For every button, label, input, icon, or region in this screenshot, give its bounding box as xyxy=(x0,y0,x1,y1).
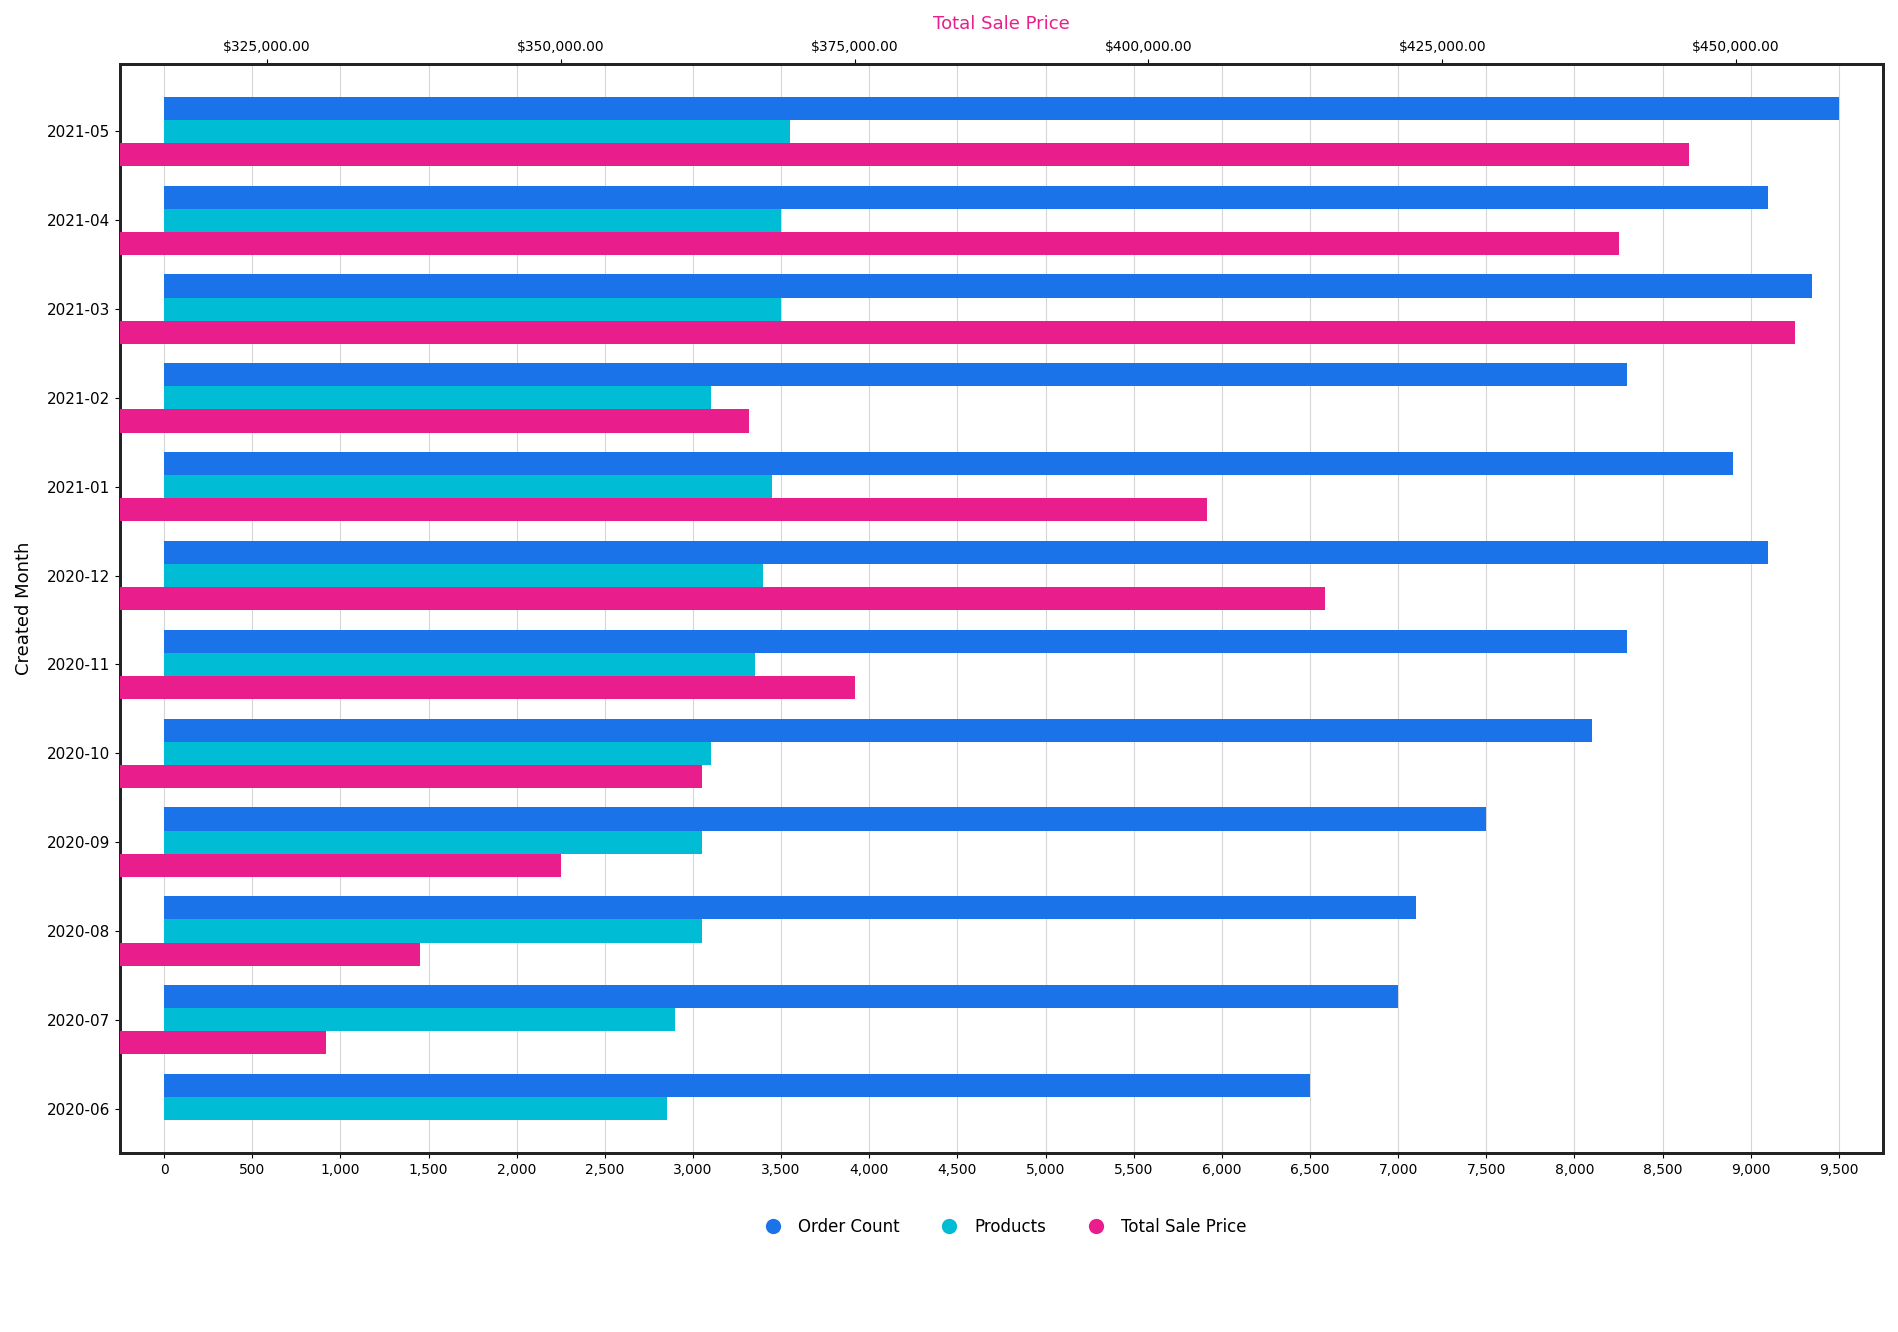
Bar xyxy=(0,765,702,789)
Bar xyxy=(163,653,755,677)
Bar xyxy=(0,1031,326,1055)
Bar xyxy=(163,452,1733,476)
Bar xyxy=(163,563,763,587)
Bar xyxy=(0,143,1689,166)
Bar xyxy=(0,498,1207,521)
Bar xyxy=(163,541,1769,563)
X-axis label: Total Sale Price: Total Sale Price xyxy=(934,15,1070,33)
Bar xyxy=(163,986,1399,1008)
Bar xyxy=(0,232,1619,254)
Bar xyxy=(163,719,1592,742)
Bar xyxy=(163,97,1839,120)
Bar xyxy=(0,854,560,876)
Bar xyxy=(163,476,772,498)
Bar xyxy=(163,807,1486,831)
Bar xyxy=(163,185,1769,209)
Bar xyxy=(163,364,1627,386)
Bar xyxy=(163,1074,1310,1098)
Bar xyxy=(163,297,782,321)
Bar xyxy=(0,677,854,699)
Bar xyxy=(163,120,790,143)
Bar xyxy=(163,209,782,232)
Bar xyxy=(163,896,1416,919)
Bar xyxy=(163,630,1627,653)
Bar xyxy=(0,943,419,966)
Bar xyxy=(163,919,702,943)
Y-axis label: Created Month: Created Month xyxy=(15,542,32,675)
Bar xyxy=(0,409,750,433)
Bar xyxy=(0,321,1796,344)
Legend: Order Count, Products, Total Sale Price: Order Count, Products, Total Sale Price xyxy=(750,1212,1253,1243)
Bar xyxy=(163,274,1813,297)
Bar xyxy=(163,831,702,854)
Bar xyxy=(163,1008,676,1031)
Bar xyxy=(163,742,710,765)
Bar xyxy=(163,1098,666,1120)
Bar xyxy=(163,386,710,409)
Bar xyxy=(0,587,1325,610)
